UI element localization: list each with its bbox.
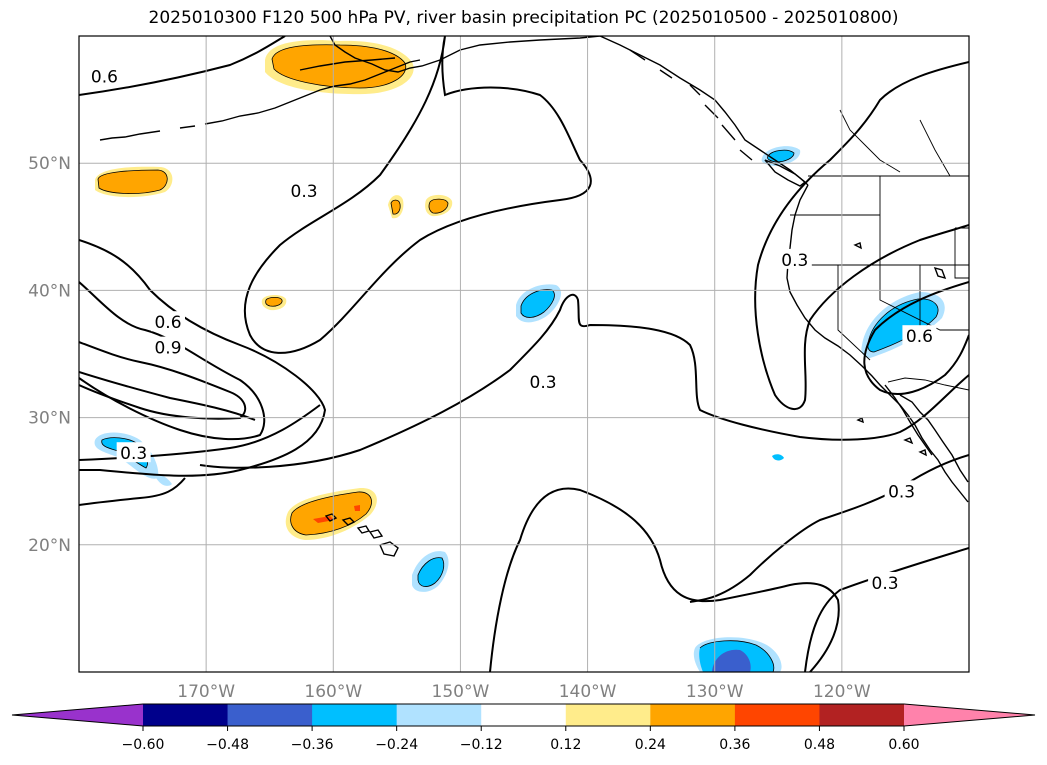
chart-title: 2025010300 F120 500 hPa PV, river basin … <box>148 8 899 28</box>
contour-label: 0.3 <box>120 444 147 464</box>
contour-label: 0.6 <box>91 68 118 88</box>
contour-label-bg <box>868 571 903 592</box>
lon-tick-label: 120°W <box>813 682 871 702</box>
colorbar-segment <box>396 704 482 726</box>
colorbar-segment <box>734 704 820 726</box>
contour-label-bg <box>151 311 185 332</box>
lon-tick-label: 160°W <box>304 682 362 702</box>
lon-tick-label: 130°W <box>686 682 744 702</box>
colorbar: −0.60 −0.48 −0.36 −0.24 −0.12 0.12 0.24 0.36 0.4… <box>11 703 1036 753</box>
lat-tick-label: 30°N <box>28 409 71 429</box>
colorbar-tick-label: 0.60 <box>888 737 919 753</box>
contour-label: 0.3 <box>530 373 557 393</box>
contour-label-bg <box>902 325 937 346</box>
contour-label-bg <box>526 370 561 391</box>
colorbar-segment <box>227 704 313 726</box>
colorbar-segment <box>143 704 229 726</box>
contour-label: 0.3 <box>781 251 808 271</box>
map-frame <box>78 35 970 673</box>
lat-tick-label: 20°N <box>28 536 71 556</box>
country-state-borders <box>790 109 969 391</box>
precip-strong-core <box>313 505 360 523</box>
precip-positive-region <box>265 297 283 307</box>
precip-positive-region <box>290 491 372 535</box>
colorbar-tick-label: 0.12 <box>550 737 581 753</box>
colorbar-tick-label: −0.24 <box>375 737 418 753</box>
contour-label-bg <box>151 336 185 357</box>
colorbar-tick-label: 0.24 <box>635 737 666 753</box>
colorbar-segment <box>481 704 567 726</box>
lon-tick-label: 170°W <box>177 682 235 702</box>
precip-negative-region <box>772 454 784 461</box>
precip-positive-region <box>429 199 448 214</box>
contour-label-bg <box>116 442 151 463</box>
contour-label-bg <box>777 248 812 269</box>
map-gridlines <box>79 36 969 672</box>
precip-outlines <box>97 44 939 672</box>
lon-tick-label: 140°W <box>559 682 617 702</box>
colorbar-segment <box>312 704 398 726</box>
contour-label: 0.6 <box>154 313 181 333</box>
precip-positive-region <box>98 170 168 194</box>
colorbar-tick-label: −0.48 <box>206 737 249 753</box>
precip-positive-region <box>391 200 401 215</box>
contour-label-bg <box>884 480 919 501</box>
precip-anomaly-shading <box>94 40 945 672</box>
colorbar-segment <box>650 704 736 726</box>
contour-label: 0.6 <box>906 327 933 347</box>
precip-negative-region <box>155 474 172 486</box>
colorbar-extend-min <box>12 704 143 726</box>
colorbar-extend-max <box>904 704 1035 726</box>
pv-contours <box>79 36 969 672</box>
lat-tick-label: 50°N <box>28 154 71 174</box>
colorbar-tick-label: 0.36 <box>719 737 750 753</box>
lon-tick-label: 150°W <box>432 682 490 702</box>
contour-label: 0.9 <box>154 339 181 359</box>
contour-label-bg <box>87 65 122 86</box>
colorbar-tick-label: −0.60 <box>122 737 165 753</box>
contour-label: 0.3 <box>872 574 899 594</box>
colorbar-segment <box>565 704 651 726</box>
colorbar-tick-label: −0.36 <box>291 737 334 753</box>
precip-negative-region <box>521 289 555 318</box>
colorbar-tick-label: 0.48 <box>804 737 835 753</box>
lat-tick-label: 40°N <box>28 281 71 301</box>
contour-label: 0.3 <box>888 482 915 502</box>
precip-strong-negative-core <box>712 649 751 672</box>
contour-label-bg <box>287 180 322 201</box>
colorbar-tick-label: −0.12 <box>460 737 503 753</box>
colorbar-segment <box>819 704 905 726</box>
contour-label: 0.3 <box>291 182 318 202</box>
